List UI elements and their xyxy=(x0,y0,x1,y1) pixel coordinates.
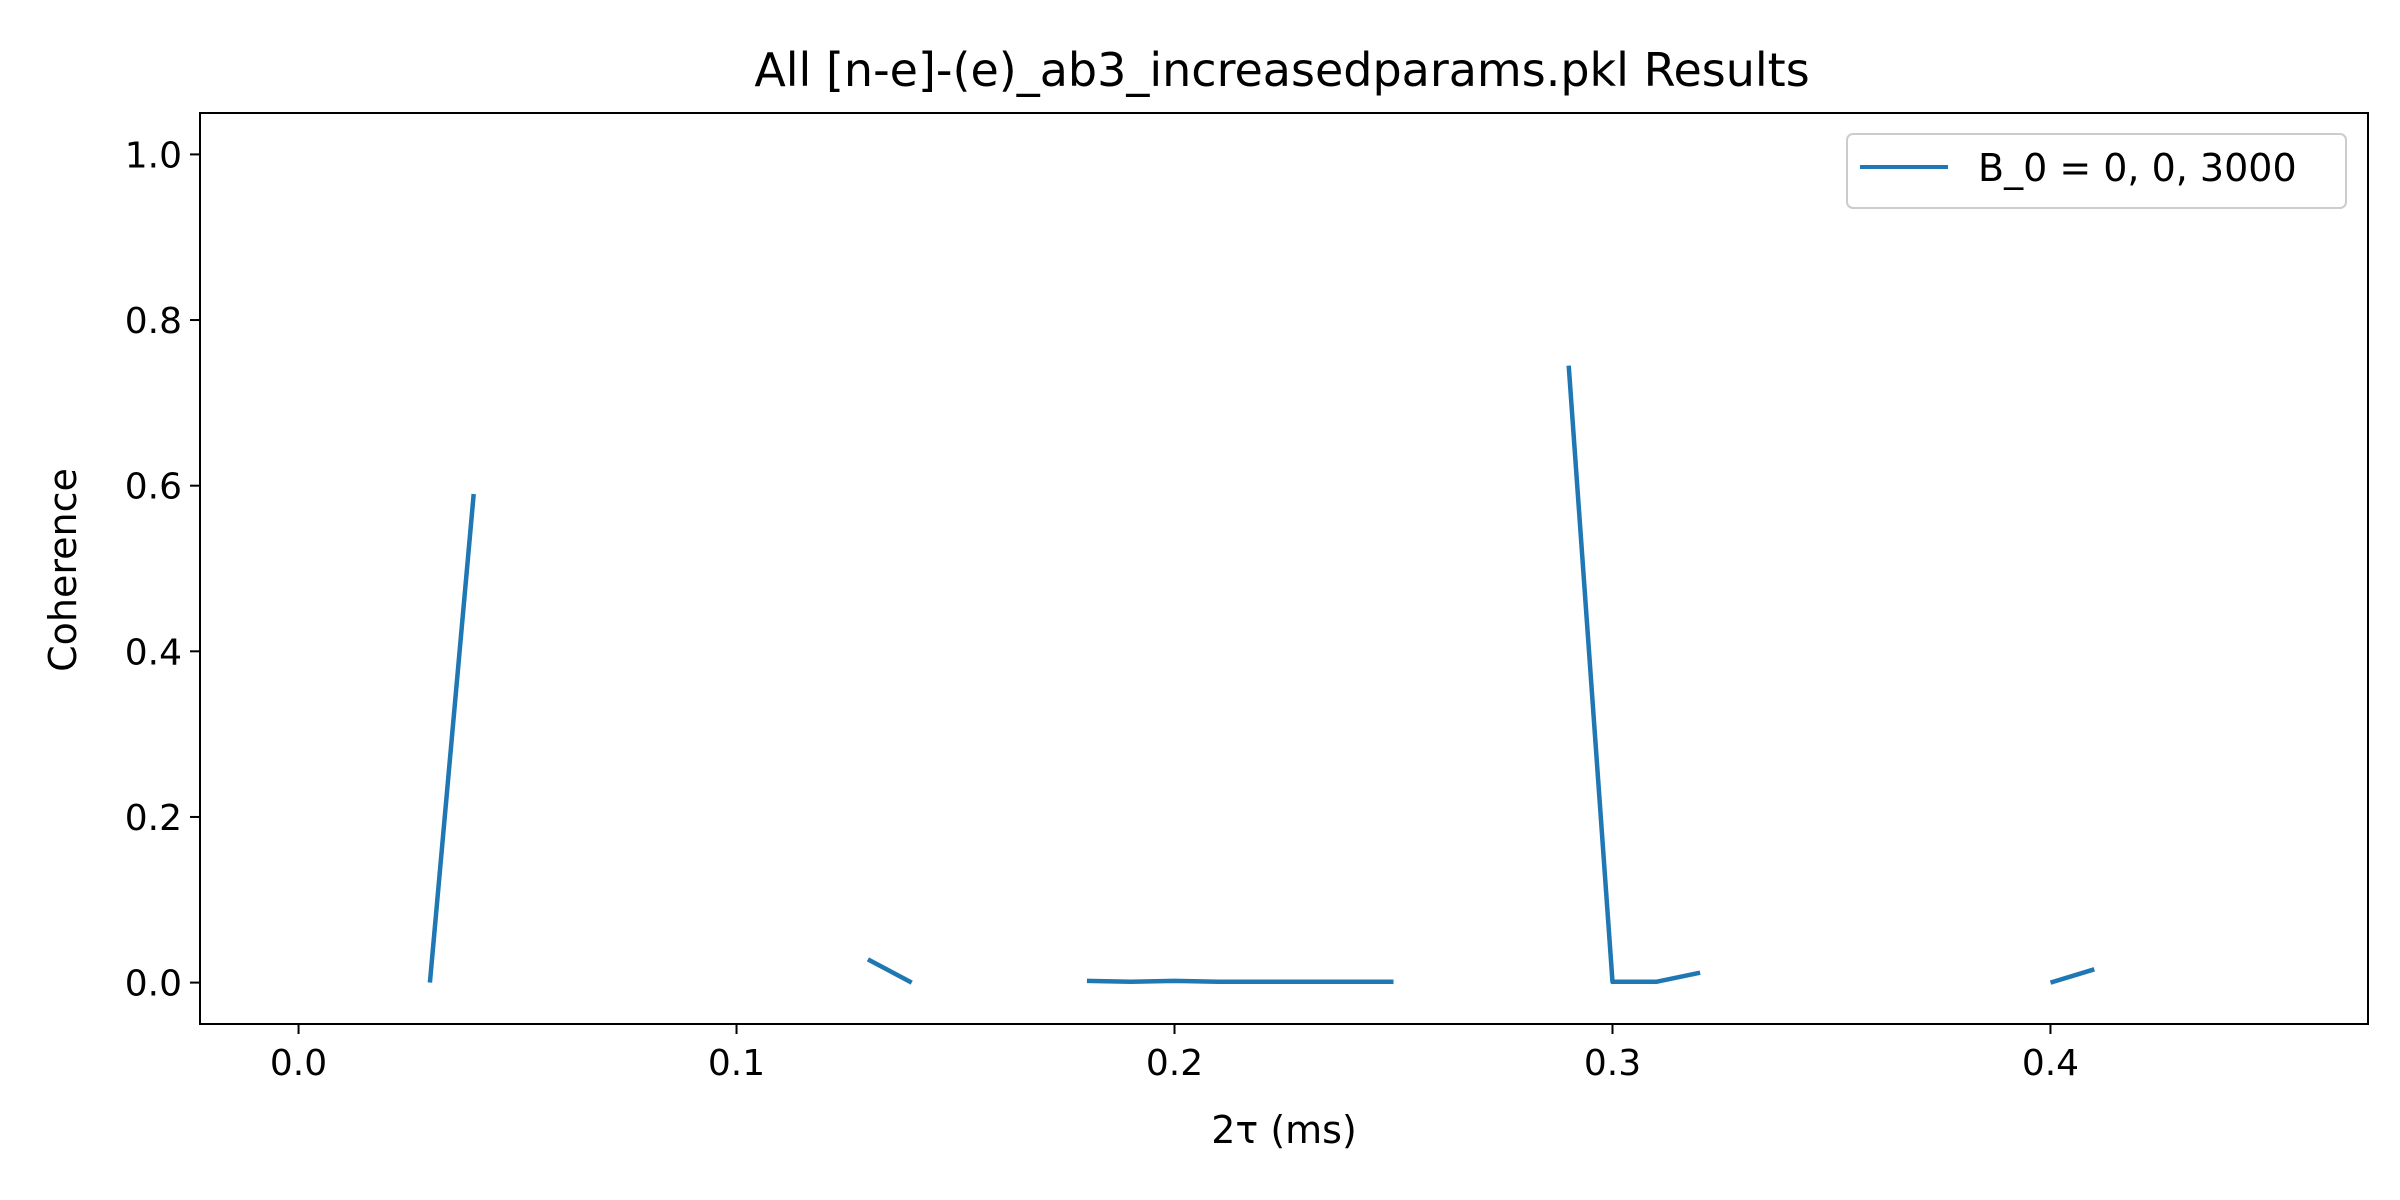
series-line-segment xyxy=(2049,967,2095,985)
legend: B_0 = 0, 0, 3000 xyxy=(1846,133,2347,209)
x-axis-label: 2τ (ms) xyxy=(1211,1108,1357,1152)
x-tick-label: 0.1 xyxy=(708,1043,765,1084)
x-tick-label: 0.2 xyxy=(1146,1043,1203,1084)
legend-label: B_0 = 0, 0, 3000 xyxy=(1978,146,2297,190)
y-tick-label: 0.4 xyxy=(125,632,182,673)
y-ticks: 0.0 0.2 0.4 0.6 0.8 1.0 xyxy=(125,135,200,1005)
x-tick-label: 0.3 xyxy=(1584,1043,1641,1084)
plot-frame xyxy=(199,112,2369,1025)
series-line-segment xyxy=(427,493,476,983)
y-tick-label: 0.6 xyxy=(125,467,182,508)
plot-marks xyxy=(427,365,2095,985)
y-tick-label: 0.2 xyxy=(125,798,182,839)
x-ticks: 0.0 0.1 0.2 0.3 0.4 xyxy=(270,1024,2079,1084)
x-tick-label: 0.0 xyxy=(270,1043,327,1084)
y-tick-label: 1.0 xyxy=(125,135,182,176)
series-line-segment xyxy=(1566,365,1701,985)
y-tick-label: 0.8 xyxy=(125,301,182,342)
series-line-segment xyxy=(1086,978,1394,985)
y-tick-label: 0.0 xyxy=(125,964,182,1005)
y-axis-label: Coherence xyxy=(41,468,85,672)
legend-box xyxy=(1846,133,2347,209)
chart-title: All [n-e]-(e)_ab3_increasedparams.pkl Re… xyxy=(754,43,1809,97)
x-tick-label: 0.4 xyxy=(2022,1043,2079,1084)
series-line-segment xyxy=(866,957,913,985)
